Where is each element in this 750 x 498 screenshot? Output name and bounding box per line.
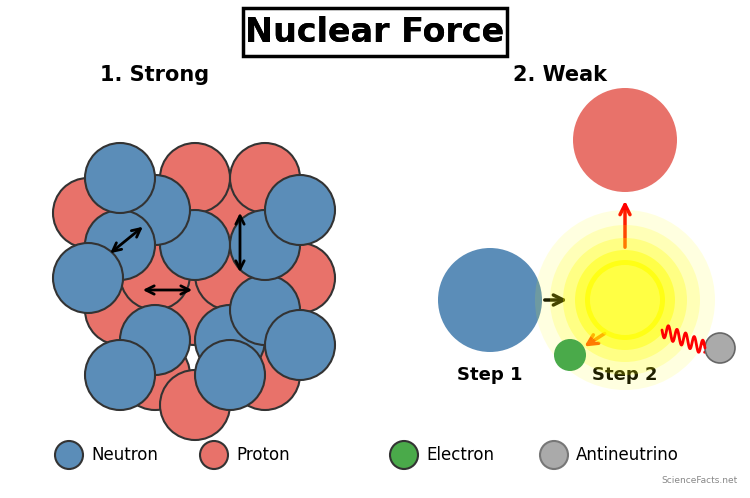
- Circle shape: [195, 340, 265, 410]
- Text: Step 1: Step 1: [458, 366, 523, 384]
- Circle shape: [195, 175, 265, 245]
- Circle shape: [705, 333, 735, 363]
- Circle shape: [585, 260, 665, 340]
- Circle shape: [120, 175, 190, 245]
- Circle shape: [265, 175, 335, 245]
- Circle shape: [120, 340, 190, 410]
- Circle shape: [230, 340, 300, 410]
- Circle shape: [85, 143, 155, 213]
- Text: Neutron: Neutron: [91, 446, 158, 464]
- Text: ScienceFacts.net: ScienceFacts.net: [662, 476, 738, 485]
- Text: 2. Weak: 2. Weak: [513, 65, 607, 85]
- Text: Electron: Electron: [426, 446, 494, 464]
- Circle shape: [230, 143, 300, 213]
- Text: 1. Strong: 1. Strong: [100, 65, 209, 85]
- Circle shape: [535, 210, 715, 390]
- Circle shape: [195, 240, 265, 310]
- Circle shape: [160, 370, 230, 440]
- Circle shape: [438, 248, 542, 352]
- Circle shape: [590, 265, 660, 335]
- Circle shape: [540, 441, 568, 469]
- Circle shape: [265, 243, 335, 313]
- Text: Step 2: Step 2: [592, 366, 658, 384]
- Circle shape: [85, 210, 155, 280]
- Circle shape: [195, 305, 265, 375]
- Circle shape: [85, 275, 155, 345]
- Circle shape: [160, 210, 230, 280]
- Circle shape: [265, 310, 335, 380]
- Circle shape: [53, 243, 123, 313]
- Circle shape: [554, 339, 586, 371]
- Circle shape: [53, 178, 123, 248]
- Circle shape: [85, 340, 155, 410]
- Circle shape: [120, 240, 190, 310]
- Circle shape: [575, 250, 675, 350]
- Circle shape: [390, 441, 418, 469]
- Circle shape: [160, 143, 230, 213]
- Circle shape: [230, 275, 300, 345]
- Circle shape: [55, 441, 83, 469]
- Text: Proton: Proton: [236, 446, 290, 464]
- Circle shape: [573, 88, 677, 192]
- Text: Nuclear Force: Nuclear Force: [245, 15, 505, 48]
- Circle shape: [160, 275, 230, 345]
- Circle shape: [563, 238, 687, 362]
- FancyBboxPatch shape: [243, 8, 507, 56]
- Circle shape: [550, 225, 700, 375]
- Circle shape: [230, 210, 300, 280]
- Text: Antineutrino: Antineutrino: [576, 446, 679, 464]
- Text: Nuclear Force: Nuclear Force: [245, 15, 505, 48]
- Circle shape: [200, 441, 228, 469]
- Circle shape: [120, 305, 190, 375]
